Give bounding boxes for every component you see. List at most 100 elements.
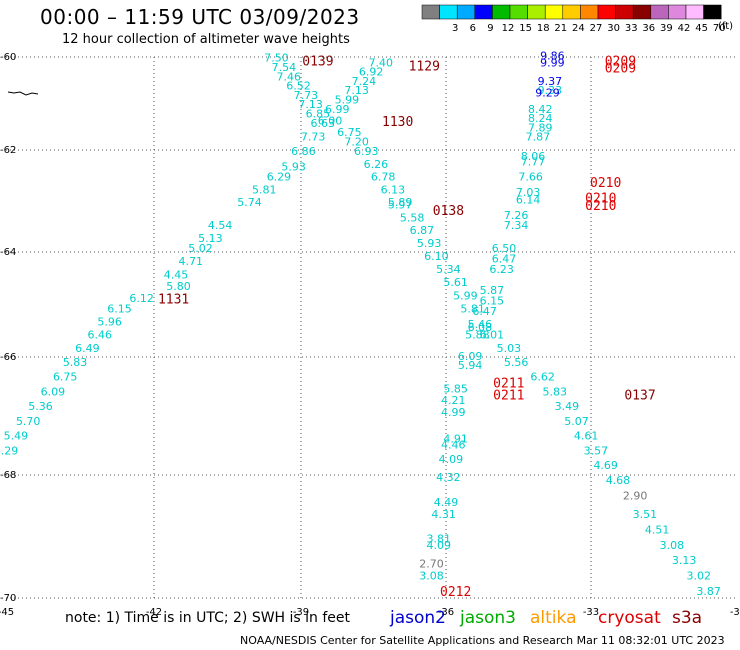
swh-value: 7.34	[504, 219, 529, 232]
swh-value: 6.86	[291, 145, 316, 158]
swh-value: 6.47	[472, 305, 497, 318]
swh-value: 5.58	[400, 211, 425, 224]
color-legend: 3 6 9 12 15 18 21 24 27 30 33 36 39 42 45 70	[421, 4, 726, 34]
legend-label: 3	[452, 23, 458, 34]
swh-value: 5.80	[166, 280, 191, 293]
swh-value: 6.78	[371, 171, 396, 184]
swh-value: 7.73	[294, 89, 319, 102]
swh-value: 6.29	[267, 171, 292, 184]
swh-value: 6.75	[337, 126, 362, 139]
mission-altika: altika	[530, 608, 577, 628]
swh-value: 5.89	[388, 196, 413, 209]
swh-value: 5.46	[468, 318, 493, 331]
legend-label: 27	[590, 23, 603, 34]
y-tick-label: -66	[0, 352, 16, 363]
swh-value: 9.33	[538, 84, 563, 97]
swh-value: 8.06	[521, 150, 546, 163]
legend-label: 33	[625, 23, 638, 34]
legend-label: 42	[678, 23, 691, 34]
swh-value: 6.87	[410, 224, 435, 237]
swh-value: 6.15	[480, 295, 505, 308]
swh-value: 6.75	[53, 371, 78, 384]
swh-value: 4.32	[436, 471, 461, 484]
swh-value: 7.40	[369, 56, 394, 69]
swh-value: 8.42	[528, 103, 553, 116]
legend-label: 36	[642, 23, 655, 34]
swh-value: 7.03	[516, 186, 541, 199]
y-tick-label: -60	[0, 52, 16, 63]
pass-time-label: 0138	[433, 204, 464, 219]
swh-value: 5.87	[480, 284, 505, 297]
swh-value: 3.81	[427, 533, 452, 546]
swh-value: 5.93	[417, 237, 442, 250]
pass-time-label: 0211	[493, 377, 524, 392]
swh-value: 3.49	[555, 400, 580, 413]
legend-unit: (ft)	[718, 21, 734, 32]
pass-time-label: 0137	[624, 388, 655, 403]
swh-value: 6.99	[325, 103, 350, 116]
swh-value: 6.46	[87, 329, 112, 342]
swh-value: 7.20	[344, 135, 369, 148]
swh-value: 6.92	[359, 66, 384, 79]
swh-value: 7.50	[264, 52, 289, 65]
swh-value: 6.15	[107, 302, 132, 315]
swh-value: 5.99	[335, 94, 360, 107]
swh-value: 5.85	[443, 382, 468, 395]
swh-value: 5.13	[198, 232, 223, 245]
swh-value: 6.08	[468, 321, 493, 334]
mission-jason3: jason3	[460, 608, 516, 628]
swh-value: 9.86	[540, 49, 565, 62]
swh-value: 4.91	[443, 433, 468, 446]
pass-time-label: 0210	[585, 199, 616, 214]
swh-value: 7.13	[298, 98, 323, 111]
swh-value: 7.24	[352, 75, 377, 88]
pass-time-label: 0210	[590, 176, 621, 191]
swh-value: 3.57	[584, 444, 609, 457]
swh-value: 6.62	[530, 371, 555, 384]
swh-value: 5.70	[16, 415, 41, 428]
swh-value: 4.09	[439, 453, 464, 466]
x-tick-label: -36	[438, 607, 454, 618]
swh-value: 6.09	[458, 350, 483, 363]
credit-line: NOAA/NESDIS Center for Satellite Applica…	[240, 634, 725, 647]
legend-label: 24	[572, 23, 585, 34]
swh-value: 7.73	[301, 131, 326, 144]
swh-value: 6.52	[286, 80, 311, 93]
swh-value: 6.13	[381, 183, 406, 196]
swh-value: 2.90	[623, 490, 648, 503]
swh-value: 5.93	[281, 160, 306, 173]
swh-value: 4.31	[431, 508, 456, 521]
swh-value: 7.66	[518, 171, 543, 184]
swh-value: 6.93	[354, 145, 379, 158]
swh-value: 4.68	[606, 474, 631, 487]
x-tick-label: -39	[293, 607, 309, 618]
swh-value: 5.56	[504, 356, 529, 369]
swh-value: 7.87	[526, 131, 551, 144]
swh-value: 6.09	[41, 385, 66, 398]
pass-time-label: 0139	[302, 55, 333, 70]
mission-cryosat: cryosat	[598, 608, 661, 628]
swh-value: 5.81	[252, 183, 277, 196]
swh-value: 5.61	[443, 276, 468, 289]
legend-label: 21	[554, 23, 567, 34]
coastline	[7, 91, 39, 96]
mission-jason2: jason2	[390, 608, 446, 628]
swh-value: 3.08	[660, 539, 685, 552]
legend-swatch	[703, 4, 722, 20]
swh-value: 6.01	[480, 329, 505, 342]
swh-value: 5.83	[63, 356, 88, 369]
swh-value: 2.70	[419, 557, 444, 570]
swh-value: 5.96	[97, 316, 122, 329]
swh-value: 5.81	[460, 302, 485, 315]
swh-value: 3.13	[672, 554, 697, 567]
legend-label: 30	[607, 23, 620, 34]
y-tick-label: -64	[0, 247, 16, 258]
swh-value: 4.09	[427, 539, 452, 552]
swh-value: 5.03	[497, 342, 522, 355]
swh-value: 6.14	[516, 194, 541, 207]
swh-value: 4.46	[441, 438, 466, 451]
y-tick-label: -68	[0, 470, 16, 481]
swh-value: 8.24	[528, 112, 553, 125]
swh-value: 4.71	[179, 255, 204, 268]
